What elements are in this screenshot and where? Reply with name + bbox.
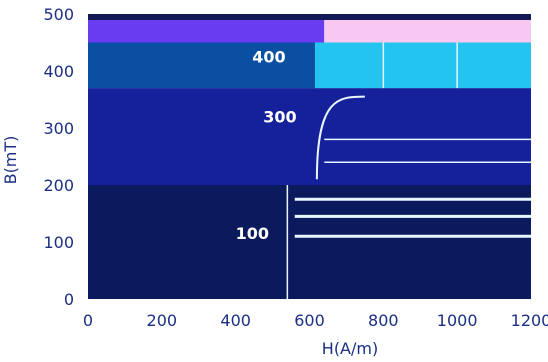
annotation-1: 300	[263, 107, 296, 126]
x-tick-label-0: 0	[83, 311, 93, 330]
annotation-2: 100	[236, 224, 269, 243]
data-curve	[315, 95, 365, 180]
y-tick-label-4: 400	[43, 62, 74, 81]
annotation-0: 400	[252, 47, 285, 66]
x-tick-label-3: 600	[294, 311, 325, 330]
x-tick-label-2: 400	[220, 311, 251, 330]
x-tick-label-1: 200	[147, 311, 178, 330]
axes-layer: 0 200 400 600 800 1000 1200 0 100 200 300 400 500	[43, 5, 548, 330]
annotation-layer: 400 300 100	[236, 47, 297, 243]
x-tick-label-4: 800	[368, 311, 399, 330]
y-tick-label-2: 200	[43, 176, 74, 195]
heatmap-band-0	[88, 185, 531, 299]
x-tick-label-6: 1200	[511, 311, 548, 330]
x-axis-label: H(A/m)	[322, 339, 378, 358]
y-tick-label-5: 500	[43, 5, 74, 24]
x-tick-label-5: 1000	[437, 311, 478, 330]
y-tick-label-1: 100	[43, 233, 74, 252]
heatmap-band-2-right	[315, 42, 531, 89]
heatmap-band-1	[88, 88, 531, 185]
y-tick-label-0: 0	[64, 290, 74, 309]
y-tick-label-3: 300	[43, 119, 74, 138]
heatmap-top-strip	[88, 14, 531, 20]
plot-area	[88, 14, 531, 299]
y-axis-label: B(mT)	[1, 136, 20, 185]
heatmap-band-2-left	[88, 42, 316, 89]
